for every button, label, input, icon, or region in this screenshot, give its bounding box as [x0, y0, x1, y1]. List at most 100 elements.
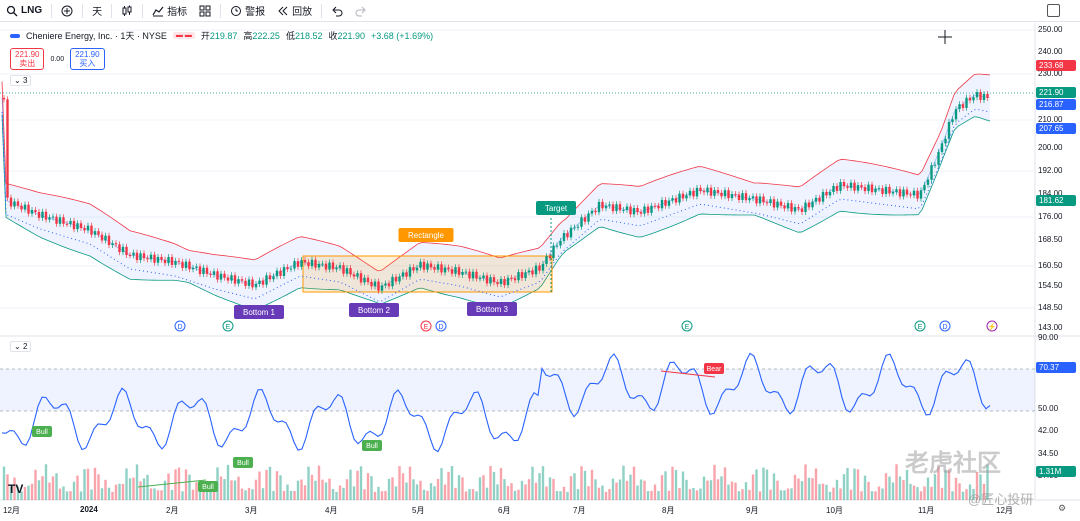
candle-body — [723, 190, 727, 197]
event-marker-ring — [939, 320, 951, 332]
settings-gear-icon[interactable]: ⚙ — [1058, 503, 1067, 513]
candle-body — [146, 258, 149, 260]
candle-body — [909, 194, 912, 196]
sub-pane-collapse[interactable]: ⌄ 2 — [10, 341, 32, 352]
candle-body — [41, 211, 44, 218]
candle-body — [405, 272, 408, 277]
event-marker: D — [942, 324, 947, 331]
volume-bar — [426, 490, 429, 500]
candle-body — [825, 191, 828, 196]
candle-body — [443, 267, 447, 273]
volume-bar — [195, 482, 198, 500]
toolbar-divider — [51, 3, 53, 18]
layout-button[interactable] — [193, 0, 217, 22]
volume-bar — [244, 490, 247, 500]
symbol-search[interactable]: LNG — [0, 0, 48, 22]
volume-bar — [433, 486, 436, 500]
volume-bar — [478, 477, 482, 500]
candle-body — [727, 190, 730, 199]
volume-bar — [800, 481, 804, 500]
buy-button[interactable]: 221.90 买入 — [70, 48, 105, 70]
volume-bar — [191, 489, 195, 500]
toolbar-divider — [82, 3, 84, 18]
alert-button[interactable]: 警报 — [224, 0, 271, 22]
indicators-button[interactable]: 指标 — [146, 0, 193, 22]
legend-flag-icon[interactable]: ▬ ▬ — [172, 32, 195, 39]
volume-bar — [268, 466, 272, 500]
candle-body — [685, 195, 688, 199]
volume-bar — [251, 489, 254, 500]
candle-body — [657, 205, 660, 209]
volume-bar — [772, 473, 776, 500]
candle-body — [237, 279, 240, 284]
candle-body — [132, 252, 135, 256]
candle-body — [720, 192, 723, 197]
candle-body — [233, 275, 237, 284]
candle-body — [401, 272, 405, 277]
candle-body — [615, 204, 618, 212]
close-label: 收 — [328, 31, 338, 41]
high-label: 高 — [243, 31, 253, 41]
volume-bar — [517, 489, 520, 500]
sell-button[interactable]: 221.90 卖出 — [10, 48, 45, 70]
candle-body — [765, 202, 769, 204]
event-marker-ring — [420, 320, 432, 332]
volume-bar — [765, 469, 769, 500]
event-marker-ring — [986, 320, 998, 332]
volume-bar — [531, 466, 534, 500]
candle-body — [611, 204, 615, 212]
sub-pane-count: 2 — [22, 342, 28, 351]
volume-bar — [436, 479, 440, 500]
volume-bar — [65, 491, 69, 500]
volume-bar — [646, 491, 650, 500]
price-chart[interactable]: Rectangle Target Bottom 1 Bottom 2 Bottom 3 D… — [0, 23, 1080, 521]
time-axis-label: 4月 — [325, 506, 338, 515]
volume-bar — [475, 491, 478, 500]
redo-button[interactable] — [349, 0, 373, 22]
replay-button[interactable]: 回放 — [271, 0, 318, 22]
candle-body — [660, 199, 664, 209]
volume-bar — [359, 466, 363, 500]
candle-body — [940, 143, 944, 152]
undo-button[interactable] — [325, 0, 349, 22]
volume-bar — [156, 490, 160, 500]
candle-body — [398, 276, 401, 282]
candle-body — [268, 275, 272, 280]
candle-body — [758, 196, 762, 204]
interval-button[interactable]: 天 — [86, 0, 108, 22]
volume-bar — [370, 476, 373, 500]
volume-bar — [678, 488, 681, 500]
close-value: 221.90 — [337, 30, 366, 41]
volume-bar — [790, 488, 793, 500]
bottom2-label: Bottom 2 — [358, 306, 391, 315]
candle-body — [923, 184, 926, 191]
volume-bar — [692, 487, 695, 500]
volume-bar — [373, 491, 377, 500]
candle-body — [517, 272, 520, 281]
volume-bar — [496, 484, 499, 500]
event-marker: E — [226, 324, 231, 331]
candle-body — [391, 276, 394, 287]
volume-bar — [153, 488, 156, 500]
volume-bar — [534, 482, 538, 500]
main-pane-collapse[interactable]: ⌄ 3 — [10, 75, 32, 86]
candle-body — [219, 273, 223, 280]
candle-body — [818, 197, 821, 202]
add-symbol-button[interactable] — [55, 0, 79, 22]
volume-bar — [576, 489, 580, 500]
volume-bar — [27, 485, 30, 500]
candle-body — [331, 262, 335, 270]
volume-bar — [51, 476, 55, 500]
volume-bar — [254, 479, 258, 500]
candle-body — [828, 192, 832, 196]
volume-bar — [639, 479, 643, 500]
low-label: 低 — [285, 31, 295, 41]
bar-style-button[interactable] — [115, 0, 139, 22]
candle-body — [849, 182, 853, 188]
candle-body — [678, 193, 681, 203]
volume-bar — [107, 487, 111, 500]
candle-body — [422, 261, 426, 270]
fullscreen-icon[interactable] — [1047, 4, 1060, 17]
candle-body — [51, 216, 55, 218]
volume-bar — [513, 490, 517, 500]
